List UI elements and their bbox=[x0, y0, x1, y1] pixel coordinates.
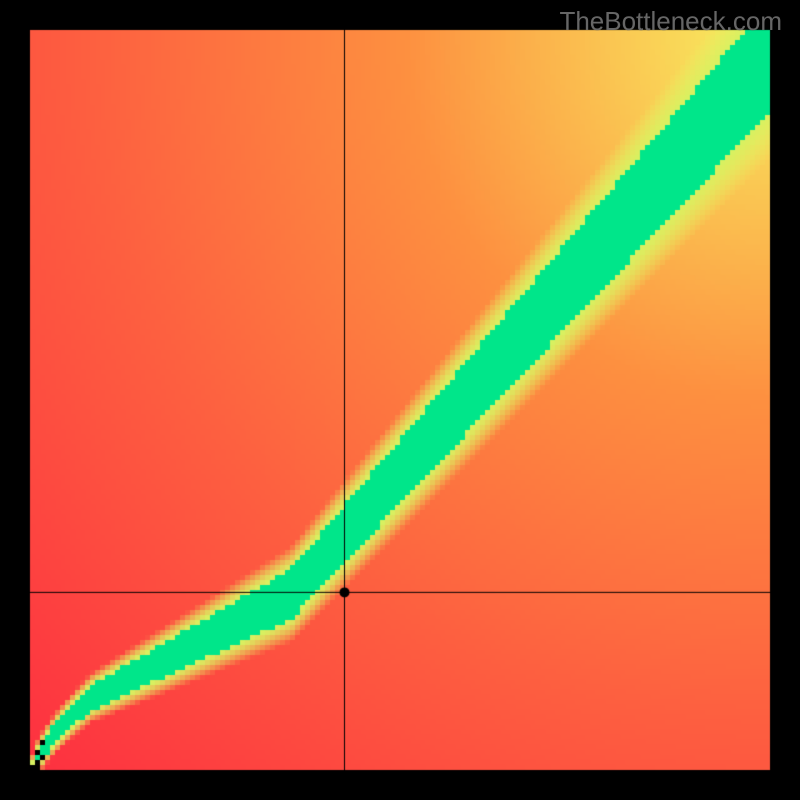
watermark-text: TheBottleneck.com bbox=[559, 6, 782, 37]
heatmap-chart bbox=[0, 0, 800, 800]
